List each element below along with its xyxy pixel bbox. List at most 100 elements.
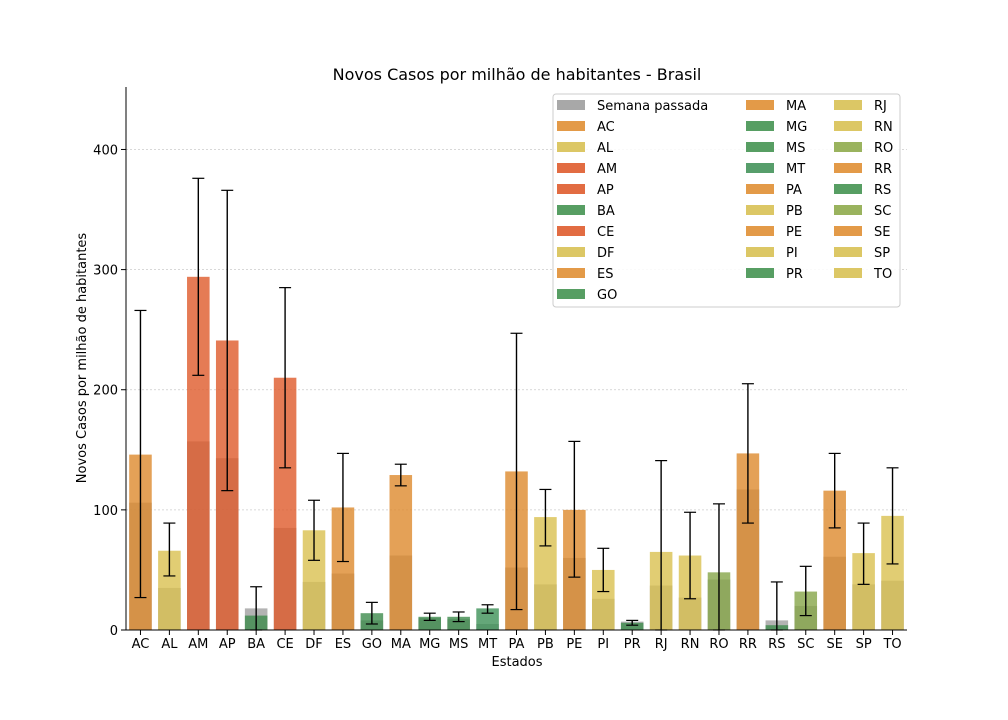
legend-label: AC: [597, 120, 615, 135]
x-tick-label: PE: [566, 637, 582, 652]
legend-label: PA: [786, 183, 802, 198]
x-tick-label: RJ: [655, 637, 668, 652]
y-axis-label: Novos Casos por milhão de habitantes: [75, 233, 90, 484]
legend-swatch: [746, 226, 774, 236]
legend-swatch: [834, 226, 862, 236]
x-tick-label: BA: [247, 637, 265, 652]
current-bar: [158, 550, 181, 630]
y-axis-ticks: 0 100 200 300 400: [93, 143, 126, 639]
legend-label: SP: [874, 246, 890, 261]
legend-label: GO: [597, 288, 617, 303]
x-tick-label: RS: [768, 637, 785, 652]
current-bar: [476, 608, 499, 630]
legend-swatch: [557, 289, 585, 299]
current-bar: [447, 616, 470, 630]
y-tick-label: 300: [93, 264, 118, 279]
current-bar: [331, 507, 355, 630]
x-axis-ticks: AC AL AM AP BA CE DF ES GO MA MG MS MT PA PB PE PI PR RJ RN…: [132, 630, 902, 652]
legend-swatch: [557, 247, 585, 257]
legend-swatch: [557, 205, 585, 215]
current-bar: [302, 530, 326, 630]
legend: Semana passada AC AL AM AP BA CE DF ES GO MA MG MS MT…: [552, 93, 901, 308]
legend-box: [552, 93, 901, 308]
legend-label: DF: [597, 246, 615, 261]
current-bar: [823, 490, 846, 630]
current-bar: [736, 453, 760, 630]
x-tick-label: SP: [856, 637, 872, 652]
legend-label: MS: [786, 141, 805, 156]
legend-swatch: [557, 184, 585, 194]
x-tick-label: CE: [276, 637, 293, 652]
legend-swatch: [746, 268, 774, 278]
legend-swatch: [746, 184, 774, 194]
legend-swatch: [746, 100, 774, 110]
x-tick-label: PA: [509, 637, 525, 652]
legend-label: MG: [786, 120, 807, 135]
x-tick-label: SE: [826, 637, 842, 652]
current-bar: [534, 517, 557, 630]
legend-label: RN: [874, 120, 893, 135]
y-tick-label: 100: [93, 504, 118, 519]
x-tick-label: AP: [219, 637, 236, 652]
legend-label: SC: [874, 204, 891, 219]
x-axis-label: Estados: [491, 655, 542, 670]
legend-label: Semana passada: [597, 99, 708, 114]
current-bar: [852, 553, 875, 630]
y-tick-label: 0: [110, 624, 118, 639]
legend-label: TO: [873, 267, 892, 282]
y-tick-label: 400: [93, 143, 118, 158]
legend-label: PI: [786, 246, 798, 261]
legend-swatch: [834, 268, 862, 278]
x-tick-label: AM: [188, 637, 208, 652]
legend-swatch: [834, 100, 862, 110]
x-tick-label: MA: [391, 637, 411, 652]
current-bar: [187, 276, 210, 630]
legend-swatch: [834, 121, 862, 131]
x-tick-label: RN: [681, 637, 700, 652]
legend-label: ES: [597, 267, 613, 282]
x-tick-label: RO: [709, 637, 728, 652]
legend-label: MA: [786, 99, 806, 114]
x-tick-label: MT: [478, 637, 497, 652]
legend-label: RJ: [874, 99, 887, 114]
x-tick-label: PR: [624, 637, 641, 652]
current-bar: [389, 475, 413, 630]
legend-swatch: [834, 247, 862, 257]
legend-swatch: [557, 268, 585, 278]
x-tick-label: RR: [739, 637, 757, 652]
legend-label: PR: [786, 267, 803, 282]
legend-swatch: [834, 142, 862, 152]
legend-swatch: [746, 205, 774, 215]
x-tick-label: GO: [362, 637, 382, 652]
legend-swatch: [746, 163, 774, 173]
chart-title: Novos Casos por milhão de habitantes - B…: [333, 65, 702, 84]
legend-label: AP: [597, 183, 614, 198]
legend-label: RO: [874, 141, 893, 156]
x-tick-label: ES: [335, 637, 351, 652]
x-tick-label: DF: [305, 637, 323, 652]
legend-swatch: [557, 100, 585, 110]
x-tick-label: AC: [132, 637, 150, 652]
legend-label: CE: [597, 225, 614, 240]
legend-label: PB: [786, 204, 803, 219]
x-tick-label: SC: [797, 637, 814, 652]
x-tick-label: PI: [597, 637, 609, 652]
legend-label: AL: [597, 141, 614, 156]
legend-swatch: [746, 247, 774, 257]
x-tick-label: PB: [537, 637, 554, 652]
legend-swatch: [834, 184, 862, 194]
current-bar: [620, 622, 644, 630]
legend-label: PE: [786, 225, 802, 240]
legend-swatch: [834, 163, 862, 173]
legend-swatch: [557, 163, 585, 173]
legend-swatch: [834, 205, 862, 215]
legend-label: MT: [786, 162, 805, 177]
current-bar: [881, 515, 904, 630]
x-tick-label: MG: [419, 637, 440, 652]
x-tick-label: TO: [882, 637, 901, 652]
legend-swatch: [557, 121, 585, 131]
legend-label: SE: [874, 225, 890, 240]
error-bars: [134, 177, 899, 631]
legend-label: RR: [874, 162, 892, 177]
